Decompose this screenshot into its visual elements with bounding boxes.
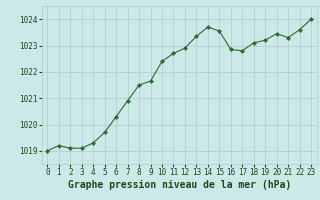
X-axis label: Graphe pression niveau de la mer (hPa): Graphe pression niveau de la mer (hPa) bbox=[68, 180, 291, 190]
